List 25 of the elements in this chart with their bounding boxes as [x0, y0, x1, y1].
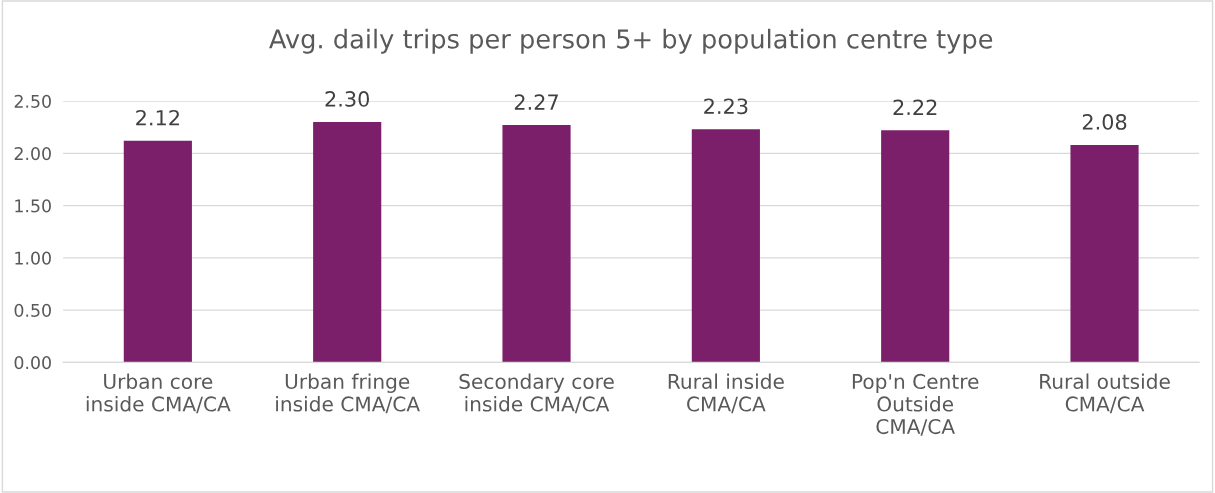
y-tick-label: 2.50 [14, 94, 51, 108]
bar [691, 129, 760, 363]
data-label: 2.27 [514, 94, 558, 110]
x-tick-label: Pop'n Centre Outside CMA/CA [852, 373, 979, 436]
data-label: 2.22 [893, 99, 937, 115]
x-tick-label: Secondary core inside CMA/CA [459, 373, 614, 414]
y-tick-label: 0.50 [14, 303, 51, 317]
bar [313, 121, 382, 363]
y-tick-label: 2.00 [14, 147, 51, 161]
bar [502, 125, 571, 363]
bar [881, 130, 950, 363]
x-tick-label: Rural inside CMA/CA [668, 373, 784, 414]
data-label: 2.12 [136, 109, 179, 126]
data-label: 2.08 [1082, 114, 1127, 130]
data-label: 2.23 [704, 98, 748, 115]
y-tick-label: 1.50 [15, 199, 51, 213]
chart-title: Avg. daily trips per person 5+ by population centre type [269, 28, 993, 54]
y-tick-label: 0.00 [14, 356, 51, 370]
y-tick-label: 1.00 [15, 251, 51, 265]
x-tick-label: Urban fringe inside CMA/CA [276, 373, 420, 414]
x-tick-label: Urban core inside CMA/CA [86, 373, 231, 414]
x-tick-label: Rural outside CMA/CA [1040, 373, 1170, 414]
bar [1070, 144, 1139, 363]
bar [123, 140, 192, 363]
data-label: 2.30 [325, 91, 369, 107]
